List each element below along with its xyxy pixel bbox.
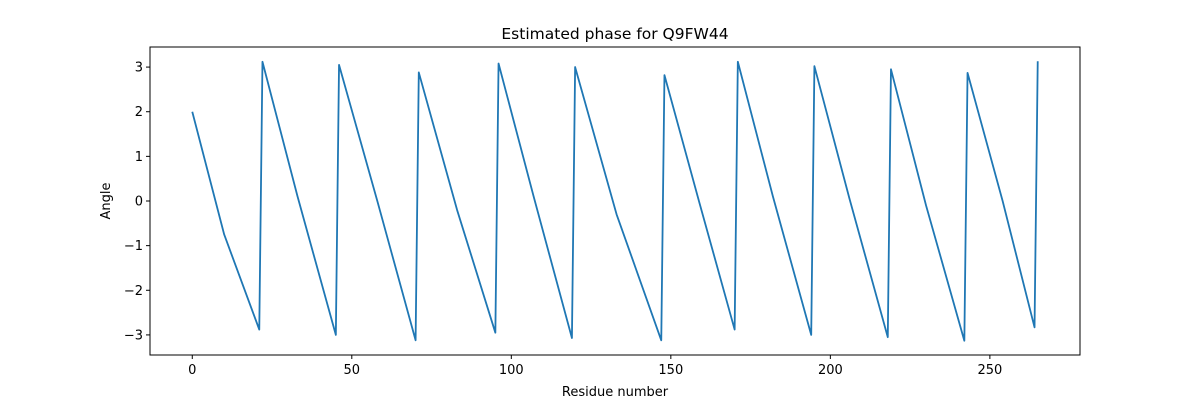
x-tick-label: 200 <box>818 363 843 378</box>
y-tick-label: 1 <box>135 150 143 165</box>
x-tick-label: 0 <box>188 363 196 378</box>
x-tick-label: 250 <box>977 363 1002 378</box>
y-tick-label: −1 <box>124 239 143 254</box>
y-tick-label: −3 <box>124 328 143 343</box>
line-series <box>191 60 1039 342</box>
x-tick-label: 150 <box>658 363 683 378</box>
x-tick-label: 50 <box>344 363 361 378</box>
plot-frame <box>149 46 1081 356</box>
y-tick-label: 2 <box>135 105 143 120</box>
y-tick-label: 0 <box>135 195 143 210</box>
chart-title: Estimated phase for Q9FW44 <box>501 25 728 43</box>
y-axis-label: Angle <box>99 183 114 220</box>
x-tick-label: 100 <box>499 363 524 378</box>
y-tick-label: −2 <box>124 284 143 299</box>
x-axis-label: Residue number <box>562 385 669 400</box>
y-tick-label: 3 <box>135 61 143 76</box>
